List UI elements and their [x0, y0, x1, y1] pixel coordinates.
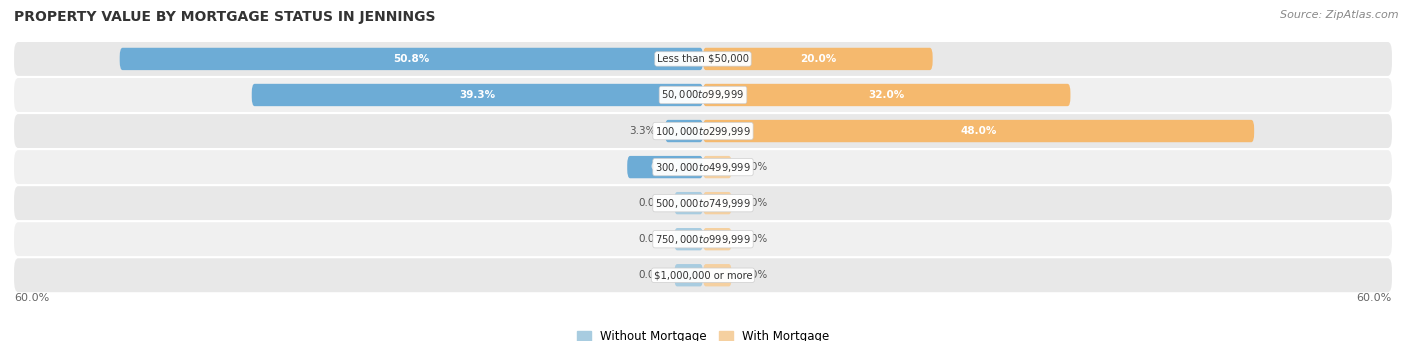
Text: 0.0%: 0.0%	[741, 198, 768, 208]
Text: PROPERTY VALUE BY MORTGAGE STATUS IN JENNINGS: PROPERTY VALUE BY MORTGAGE STATUS IN JEN…	[14, 10, 436, 24]
FancyBboxPatch shape	[14, 78, 1392, 112]
FancyBboxPatch shape	[14, 258, 1392, 292]
Text: 60.0%: 60.0%	[14, 293, 49, 303]
FancyBboxPatch shape	[252, 84, 703, 106]
FancyBboxPatch shape	[14, 42, 1392, 76]
Text: $300,000 to $499,999: $300,000 to $499,999	[655, 161, 751, 174]
Text: 39.3%: 39.3%	[460, 90, 495, 100]
Text: Source: ZipAtlas.com: Source: ZipAtlas.com	[1281, 10, 1399, 20]
Text: $500,000 to $749,999: $500,000 to $749,999	[655, 197, 751, 210]
FancyBboxPatch shape	[675, 264, 703, 286]
Text: 0.0%: 0.0%	[741, 270, 768, 280]
Text: $1,000,000 or more: $1,000,000 or more	[654, 270, 752, 280]
FancyBboxPatch shape	[703, 156, 731, 178]
Text: $750,000 to $999,999: $750,000 to $999,999	[655, 233, 751, 246]
FancyBboxPatch shape	[14, 222, 1392, 256]
Legend: Without Mortgage, With Mortgage: Without Mortgage, With Mortgage	[576, 330, 830, 341]
FancyBboxPatch shape	[14, 114, 1392, 148]
FancyBboxPatch shape	[665, 120, 703, 142]
FancyBboxPatch shape	[703, 192, 731, 214]
FancyBboxPatch shape	[14, 150, 1392, 184]
FancyBboxPatch shape	[14, 186, 1392, 220]
Text: 50.8%: 50.8%	[394, 54, 429, 64]
Text: 0.0%: 0.0%	[638, 198, 665, 208]
Text: 6.6%: 6.6%	[651, 162, 679, 172]
Text: 0.0%: 0.0%	[638, 234, 665, 244]
FancyBboxPatch shape	[703, 228, 731, 250]
Text: 32.0%: 32.0%	[869, 90, 905, 100]
FancyBboxPatch shape	[675, 192, 703, 214]
Text: $50,000 to $99,999: $50,000 to $99,999	[661, 89, 745, 102]
Text: 0.0%: 0.0%	[638, 270, 665, 280]
Text: $100,000 to $299,999: $100,000 to $299,999	[655, 124, 751, 137]
Text: 3.3%: 3.3%	[630, 126, 657, 136]
FancyBboxPatch shape	[120, 48, 703, 70]
FancyBboxPatch shape	[703, 48, 932, 70]
FancyBboxPatch shape	[703, 264, 731, 286]
FancyBboxPatch shape	[703, 120, 1254, 142]
Text: 0.0%: 0.0%	[741, 234, 768, 244]
FancyBboxPatch shape	[627, 156, 703, 178]
FancyBboxPatch shape	[675, 228, 703, 250]
Text: Less than $50,000: Less than $50,000	[657, 54, 749, 64]
Text: 48.0%: 48.0%	[960, 126, 997, 136]
Text: 0.0%: 0.0%	[741, 162, 768, 172]
Text: 60.0%: 60.0%	[1357, 293, 1392, 303]
Text: 20.0%: 20.0%	[800, 54, 837, 64]
FancyBboxPatch shape	[703, 84, 1070, 106]
